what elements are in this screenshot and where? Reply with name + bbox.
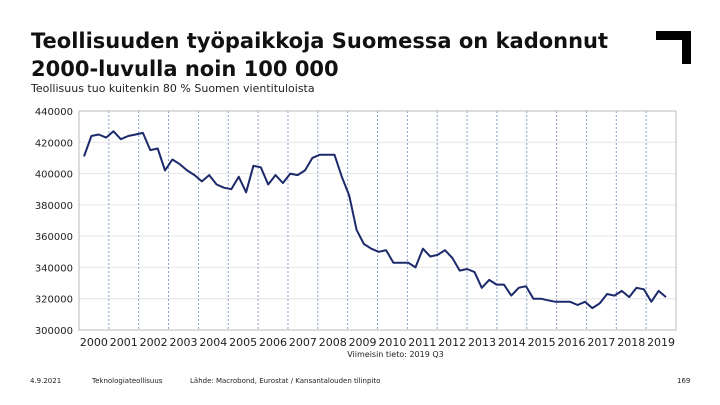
plot-frame bbox=[78, 110, 677, 331]
slide-subtitle: Teollisuus tuo kuitenkin 80 % Suomen vie… bbox=[31, 82, 315, 95]
series-line bbox=[83, 130, 667, 310]
x-tick-label: 2005 bbox=[229, 336, 257, 349]
x-tick-label: 2003 bbox=[169, 336, 197, 349]
x-tick-label: 2011 bbox=[408, 336, 436, 349]
footer-organization: Teknologiateollisuus bbox=[92, 377, 163, 385]
y-tick-label: 360000 bbox=[35, 232, 73, 243]
x-tick-label: 2002 bbox=[140, 336, 168, 349]
x-tick-label: 2006 bbox=[259, 336, 287, 349]
footer-page-number: 169 bbox=[677, 377, 691, 385]
x-tick-label: 2007 bbox=[289, 336, 317, 349]
x-tick-label: 2004 bbox=[199, 336, 227, 349]
x-tick-label: 2012 bbox=[438, 336, 466, 349]
corner-bracket-logo-icon bbox=[656, 31, 691, 64]
x-tick-label: 2013 bbox=[468, 336, 496, 349]
y-tick-label: 320000 bbox=[35, 295, 73, 306]
y-tick-label: 300000 bbox=[35, 326, 73, 337]
y-tick-label: 420000 bbox=[35, 138, 73, 149]
y-tick-label: 340000 bbox=[35, 263, 73, 274]
y-tick-label: 380000 bbox=[35, 201, 73, 212]
x-tick-label: 2017 bbox=[587, 336, 615, 349]
x-tick-label: 2001 bbox=[110, 336, 138, 349]
x-tick-label: 2014 bbox=[498, 336, 526, 349]
y-tick-label: 400000 bbox=[35, 170, 73, 181]
x-tick-label: 2008 bbox=[319, 336, 347, 349]
title-line-2: 2000-luvulla noin 100 000 bbox=[31, 57, 339, 81]
footer-source: Lähde: Macrobond, Eurostat / Kansantalou… bbox=[190, 377, 381, 385]
x-tick-label: 2010 bbox=[378, 336, 406, 349]
x-tick-label: 2019 bbox=[647, 336, 675, 349]
y-tick-label: 440000 bbox=[35, 107, 73, 118]
x-tick-label: 2018 bbox=[617, 336, 645, 349]
x-tick-label: 2000 bbox=[80, 336, 108, 349]
chart-note: Viimeisin tieto: 2019 Q3 bbox=[347, 350, 444, 359]
footer-date: 4.9.2021 bbox=[30, 377, 62, 385]
x-tick-label: 2016 bbox=[558, 336, 586, 349]
x-tick-label: 2009 bbox=[349, 336, 377, 349]
x-tick-label: 2015 bbox=[528, 336, 556, 349]
slide-title: Teollisuuden työpaikkoja Suomessa on kad… bbox=[31, 27, 631, 83]
title-line-1: Teollisuuden työpaikkoja Suomessa on kad… bbox=[31, 29, 609, 53]
